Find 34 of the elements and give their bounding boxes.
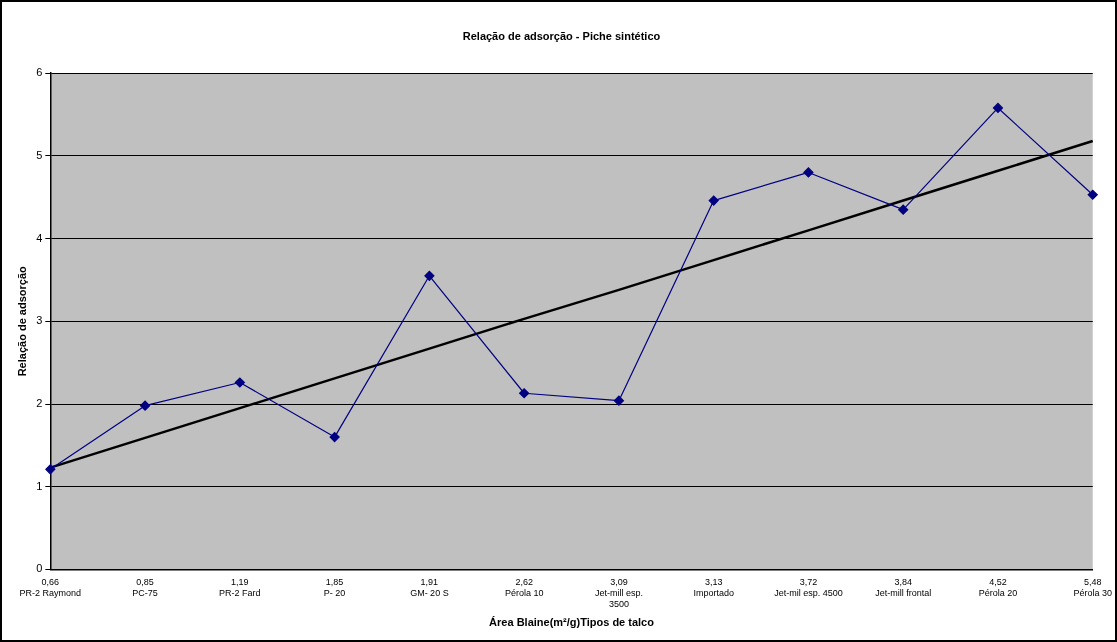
x-axis-title: Área Blaine(m²/g)Tipos de talco [489,616,655,629]
x-tick-label: 4,52 Pérola 20 [978,577,1018,599]
point [992,102,1004,114]
x-tick-label: 3,72 Jet-mil esp. 4500 [774,577,843,599]
y-tick-label: 6 [36,66,43,79]
y-tick-label: 0 [36,562,43,575]
point [424,270,435,281]
point [45,464,56,475]
x-tick-label: 1,91 GM- 20 S [410,577,449,599]
point [613,395,625,406]
chart-title: Relação de adsorção - Piche sintético [462,29,661,42]
y-tick-label: 4 [36,231,43,244]
x-tick-label: 1,19 PR-2 Fard [219,577,261,599]
point [519,388,530,399]
y-axis-title: Relação de adsorção [15,266,28,377]
x-tick-label: 0,66 PR-2 Raymond [19,577,82,599]
point [1087,189,1098,200]
x-tick-label: 0,85 PC-75 [132,577,158,599]
y-tick-label: 5 [36,148,43,161]
y-tick-label: 2 [36,397,43,410]
point [329,431,340,443]
x-tick-label: 2,62 Pérola 10 [504,577,544,599]
x-tick-label: 3,84 Jet-mill frontal [875,577,932,599]
point [139,400,151,411]
point [708,195,719,206]
x-tick-label: 3,13 Importado [693,577,734,599]
x-tick-label: 1,85 P- 20 [323,577,346,599]
point [898,204,909,215]
point [803,167,814,178]
y-tick-label: 1 [36,479,43,492]
y-tick-label: 3 [36,314,43,327]
point [234,377,245,388]
x-tick-label: 5,48 Pérola 30 [1073,577,1112,599]
x-tick-label: 3,09 Jet-mill esp. 3500 [594,577,643,609]
